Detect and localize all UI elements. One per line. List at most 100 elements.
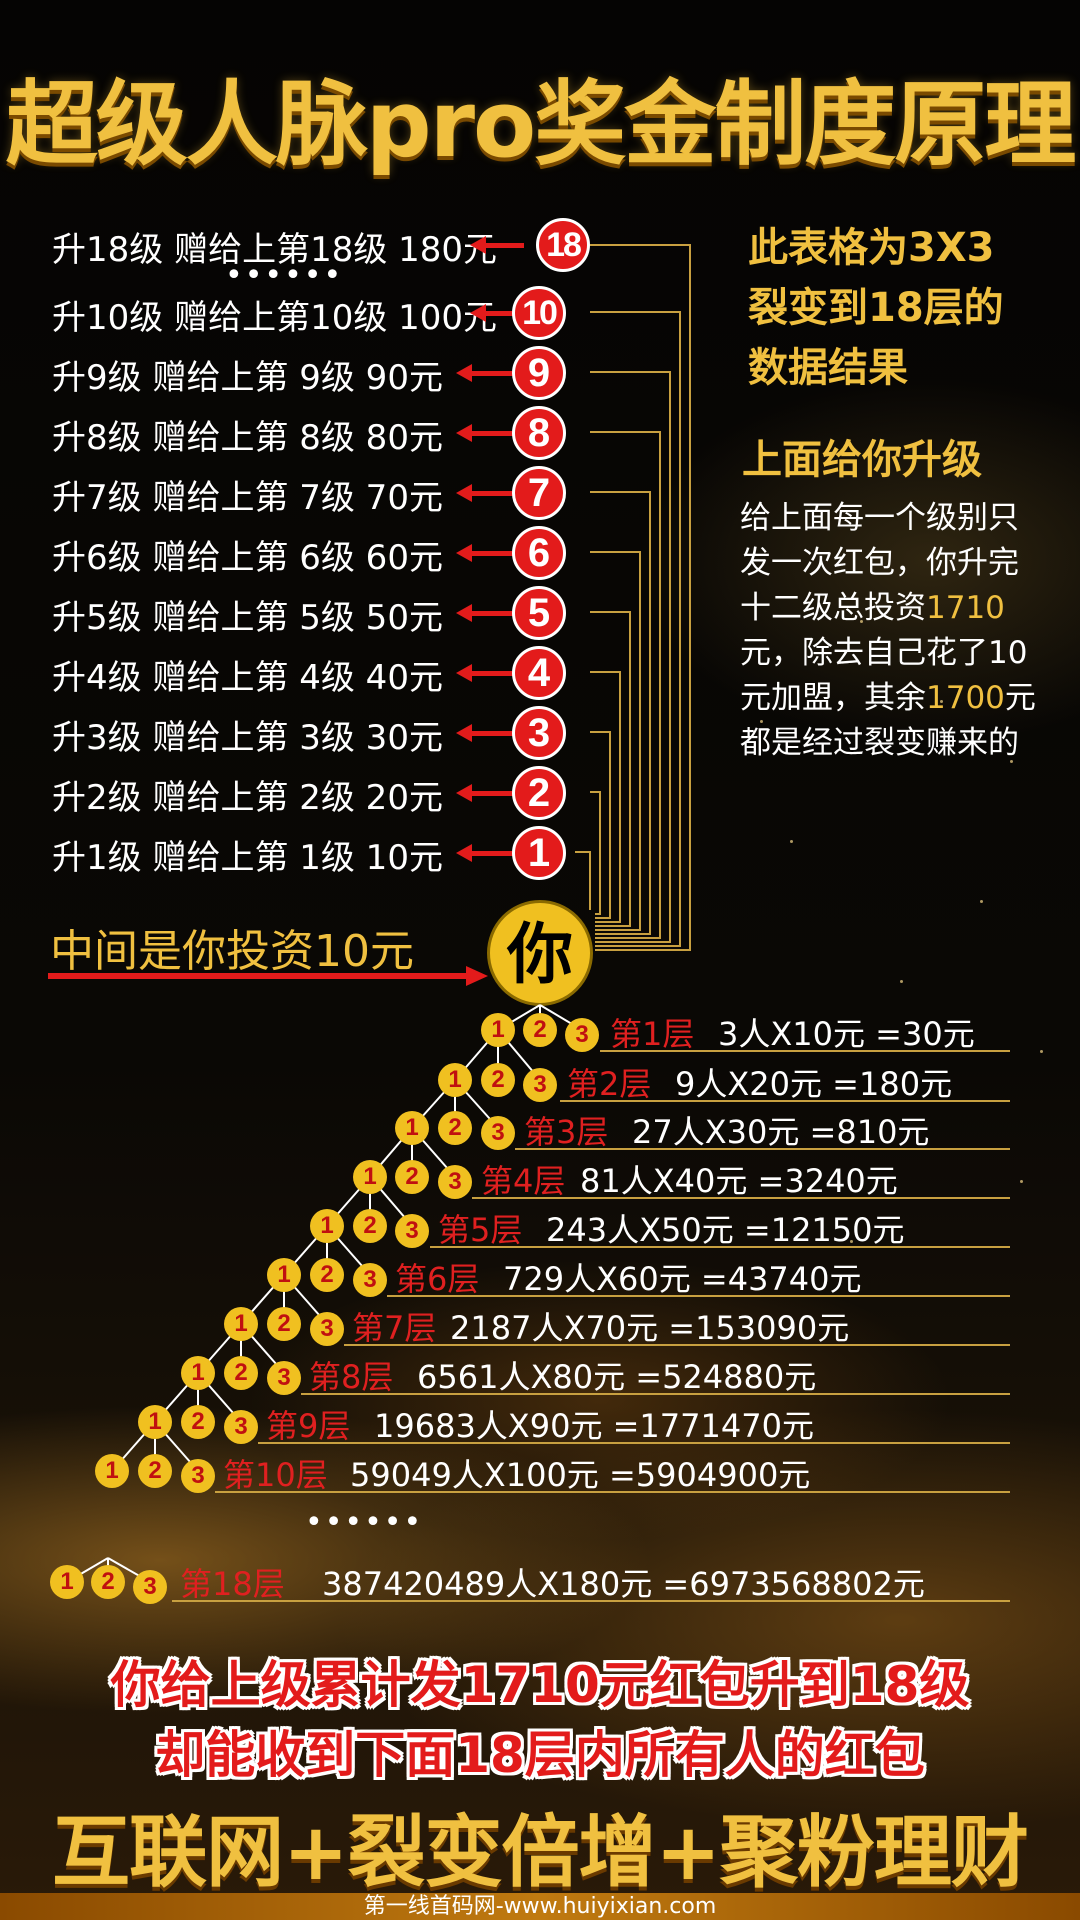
sparkle bbox=[1010, 760, 1013, 763]
layer-name: 第3层 bbox=[524, 1113, 609, 1151]
tree-node: 1 bbox=[224, 1307, 258, 1341]
level-badge: 10 bbox=[512, 286, 566, 340]
arrow-left-icon bbox=[456, 544, 514, 562]
you-node: 你 bbox=[487, 900, 593, 1006]
tree-node: 1 bbox=[181, 1356, 215, 1390]
tree-node: 3 bbox=[224, 1410, 258, 1444]
layer-calc: 27人X30元 =810元 bbox=[632, 1113, 930, 1151]
arrow-right-head bbox=[466, 966, 488, 986]
layer-name: 第2层 bbox=[567, 1065, 652, 1103]
upgrade-row-6: 升6级 赠给上第 6级 60元 bbox=[52, 538, 443, 578]
layer-calc: 243人X50元 =12150元 bbox=[546, 1211, 905, 1249]
layer-underline bbox=[172, 1600, 1010, 1602]
upgrade-row-5: 升5级 赠给上第 5级 50元 bbox=[52, 598, 443, 638]
tree-node: 2 bbox=[481, 1063, 515, 1097]
watermark: 第一线首码网-www.huiyixian.com bbox=[0, 1893, 1080, 1920]
upgrade-row-18: 升18级 赠给上第18级 180元 bbox=[52, 230, 498, 270]
info-title-line: 裂变到18层的 bbox=[748, 285, 1004, 331]
tree-node: 2 bbox=[267, 1307, 301, 1341]
layer-calc: 81人X40元 =3240元 bbox=[580, 1162, 898, 1200]
layer-underline bbox=[472, 1197, 1010, 1199]
tree-node: 2 bbox=[138, 1454, 172, 1488]
layer-name: 第10层 bbox=[223, 1456, 328, 1494]
page-title: 超级人脉pro奖金制度原理 bbox=[5, 71, 1076, 178]
arrow-left-icon bbox=[456, 484, 514, 502]
level-badge: 5 bbox=[512, 586, 566, 640]
sparkle bbox=[900, 980, 903, 983]
tree-node: 1 bbox=[50, 1565, 84, 1599]
layer-underline bbox=[258, 1442, 1010, 1444]
layer-underline bbox=[560, 1100, 1010, 1102]
ellipsis: •••••• bbox=[305, 1505, 424, 1540]
tree-node: 2 bbox=[91, 1565, 125, 1599]
tree-node: 3 bbox=[353, 1263, 387, 1297]
sparkle bbox=[760, 720, 763, 723]
tree-node: 3 bbox=[481, 1116, 515, 1150]
info-subtitle: 上面给你升级 bbox=[742, 437, 982, 483]
tree-node: 3 bbox=[565, 1018, 599, 1052]
info-amount: 1700 bbox=[926, 680, 1005, 716]
tree-node: 1 bbox=[481, 1013, 515, 1047]
tree-node: 1 bbox=[310, 1209, 344, 1243]
info-title-line: 此表格为3X3 bbox=[748, 225, 995, 271]
arrow-left-icon bbox=[456, 364, 514, 382]
info-text: 给上面每一个级别只发一次红包，你升完十二级总投资 bbox=[740, 500, 1019, 626]
layer-underline bbox=[600, 1050, 1010, 1052]
ellipsis: •••••• bbox=[225, 258, 344, 293]
level-badge: 9 bbox=[512, 346, 566, 400]
arrow-left-icon bbox=[456, 784, 514, 802]
sparkle bbox=[940, 700, 943, 703]
layer-calc: 19683人X90元 =1771470元 bbox=[374, 1407, 814, 1445]
tree-node: 2 bbox=[438, 1111, 472, 1145]
tree-node: 3 bbox=[523, 1068, 557, 1102]
level-badge: 8 bbox=[512, 406, 566, 460]
level-badge: 3 bbox=[512, 706, 566, 760]
layer-calc: 729人X60元 =43740元 bbox=[503, 1260, 862, 1298]
arrow-left-icon bbox=[456, 664, 514, 682]
layer-underline bbox=[387, 1295, 1010, 1297]
summary-line: 却能收到下面18层内所有人的红包 bbox=[155, 1726, 925, 1784]
arrow-left-icon bbox=[456, 604, 514, 622]
summary-line: 你给上级累计发1710元红包升到18级 bbox=[110, 1656, 970, 1714]
tree-node: 1 bbox=[138, 1405, 172, 1439]
arrow-left-icon bbox=[470, 304, 524, 322]
layer-calc: 9人X20元 =180元 bbox=[675, 1065, 953, 1103]
tree-node: 1 bbox=[395, 1111, 429, 1145]
tree-node: 1 bbox=[353, 1160, 387, 1194]
tree-node: 2 bbox=[523, 1013, 557, 1047]
info-title-line: 数据结果 bbox=[748, 345, 908, 391]
layer-name: 第5层 bbox=[438, 1211, 523, 1249]
arrow-left-icon bbox=[456, 844, 514, 862]
info-text: 元都是经过裂变赚来的 bbox=[740, 680, 1036, 761]
layer-calc: 387420489人X180元 =6973568802元 bbox=[322, 1565, 925, 1603]
upgrade-row-1: 升1级 赠给上第 1级 10元 bbox=[52, 838, 443, 878]
level-badge: 6 bbox=[512, 526, 566, 580]
arrow-left-icon bbox=[456, 424, 514, 442]
level-badge: 2 bbox=[512, 766, 566, 820]
tree-node: 2 bbox=[224, 1356, 258, 1390]
layer-name: 第4层 bbox=[481, 1162, 566, 1200]
layer-calc: 6561人X80元 =524880元 bbox=[417, 1358, 817, 1396]
tree-node: 3 bbox=[310, 1312, 344, 1346]
tree-node: 3 bbox=[267, 1361, 301, 1395]
tree-node: 2 bbox=[353, 1209, 387, 1243]
upgrade-row-4: 升4级 赠给上第 4级 40元 bbox=[52, 658, 443, 698]
level-badge: 4 bbox=[512, 646, 566, 700]
sparkle bbox=[790, 840, 793, 843]
info-paragraph: 给上面每一个级别只发一次红包，你升完十二级总投资1710 元，除去自己花了10元加… bbox=[740, 496, 1040, 766]
upgrade-row-7: 升7级 赠给上第 7级 70元 bbox=[52, 478, 443, 518]
tree-node: 3 bbox=[438, 1165, 472, 1199]
sparkle bbox=[980, 900, 983, 903]
tree-node: 3 bbox=[133, 1570, 167, 1604]
tree-node: 1 bbox=[267, 1258, 301, 1292]
layer-underline bbox=[215, 1491, 1010, 1493]
level-badge: 18 bbox=[536, 218, 590, 272]
layer-name: 第8层 bbox=[309, 1358, 394, 1396]
layer-calc: 2187人X70元 =153090元 bbox=[450, 1309, 850, 1347]
layer-underline bbox=[301, 1393, 1010, 1395]
layer-name: 第7层 bbox=[352, 1309, 437, 1347]
sparkle bbox=[850, 1240, 853, 1243]
arrow-left-icon bbox=[456, 724, 514, 742]
tree-node: 1 bbox=[95, 1454, 129, 1488]
